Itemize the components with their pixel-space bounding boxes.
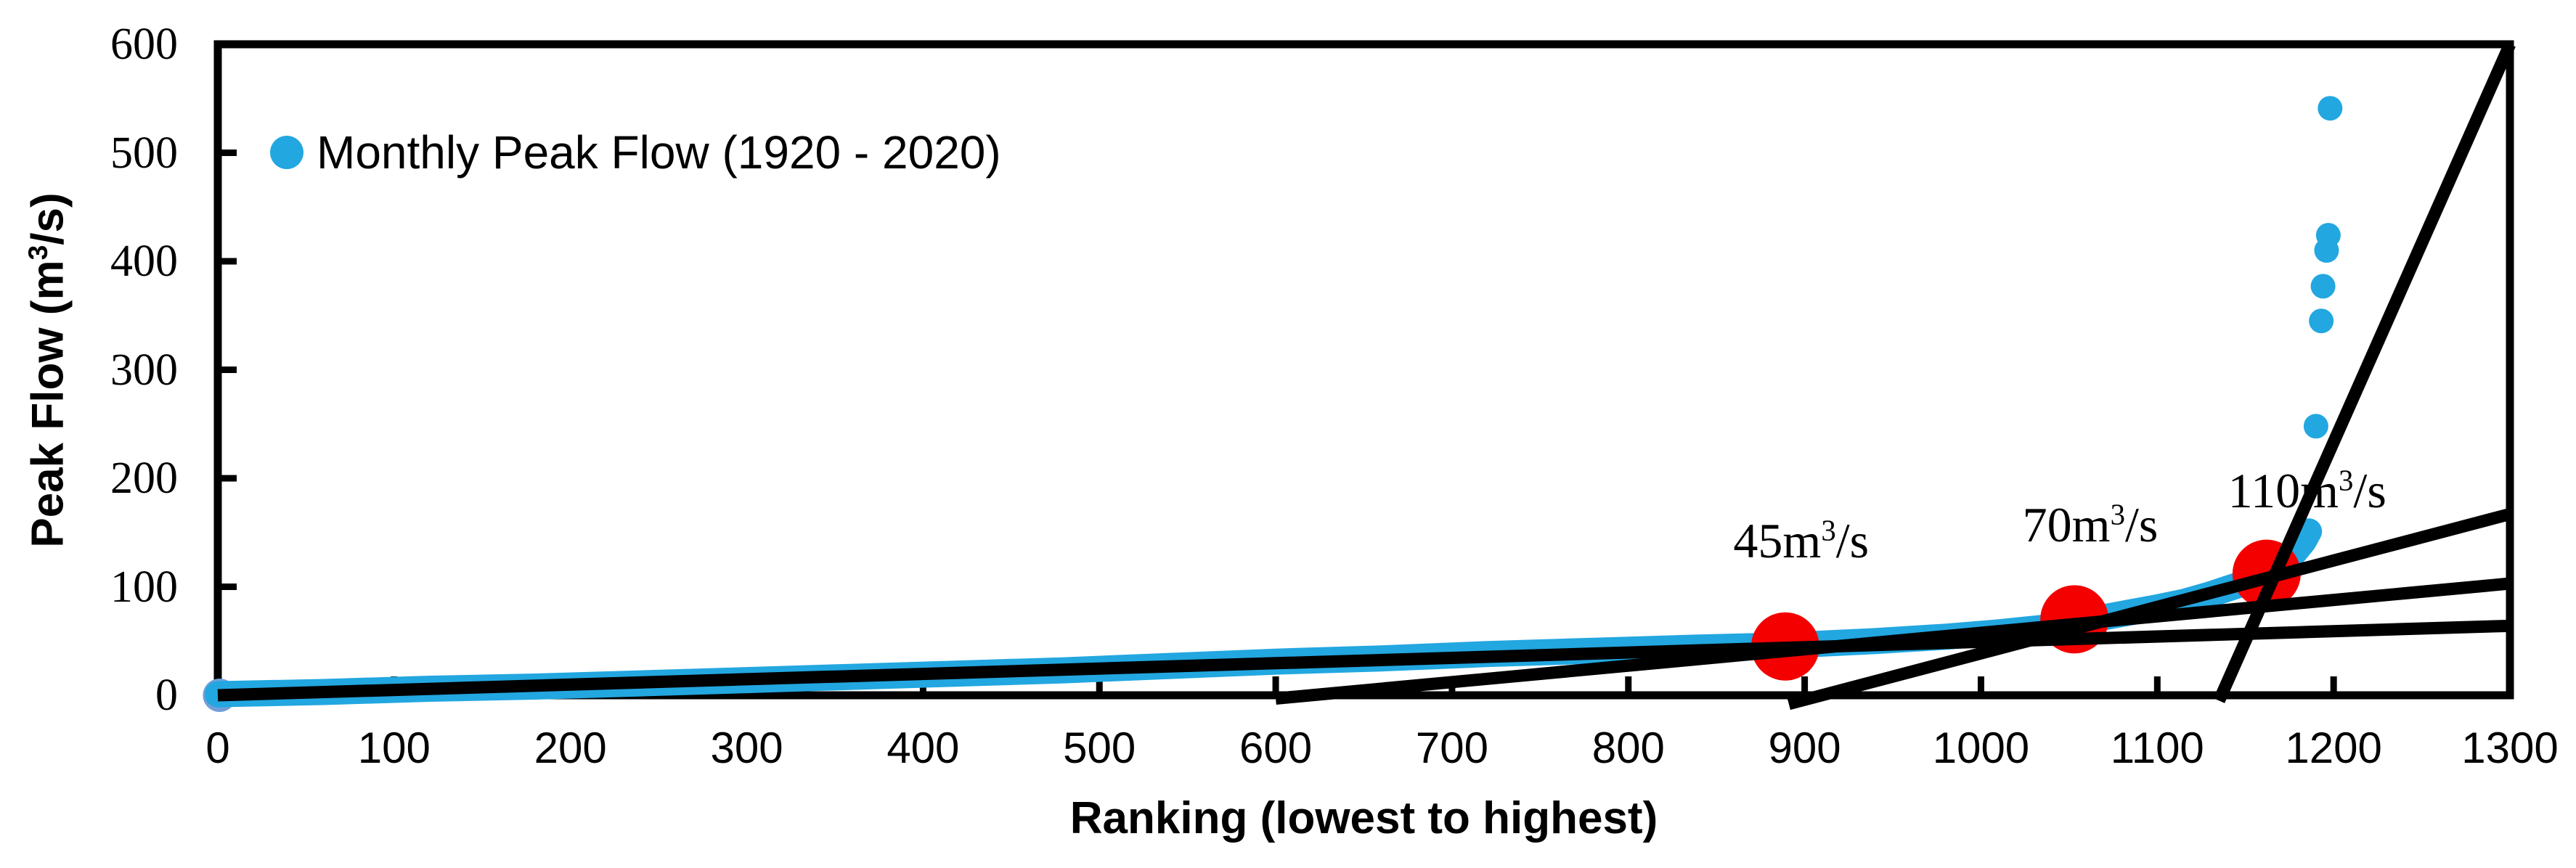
x-tick-label: 900 [1768, 724, 1841, 772]
x-tick-label: 800 [1591, 724, 1665, 772]
y-tick-label: 200 [110, 454, 178, 503]
x-tick-label: 400 [886, 724, 960, 772]
trend-segment-low [217, 619, 2511, 702]
x-tick-label: 0 [205, 724, 230, 772]
x-tick-label: 300 [710, 724, 783, 772]
x-tick-label: 1200 [2285, 724, 2382, 772]
trend-segment-steep [2213, 41, 2516, 703]
x-tick-label: 600 [1239, 724, 1313, 772]
annotation-110-text-end: /s [2353, 463, 2387, 519]
y-axis-title-text: Peak Flow (m [23, 260, 73, 548]
outlier-point [2318, 96, 2343, 121]
outlier-point [2310, 274, 2336, 299]
outlier-point [2315, 223, 2341, 248]
x-tick-label: 1300 [2461, 724, 2559, 772]
outlier-point [2309, 308, 2334, 334]
annotation-45-text-end: /s [1835, 513, 1870, 569]
x-tick-label: 1000 [1932, 724, 2030, 772]
annotation-45-superscript: 3 [1821, 514, 1836, 547]
legend-label: Monthly Peak Flow (1920 - 2020) [317, 126, 1001, 179]
y-tick-label: 400 [110, 237, 178, 286]
x-tick-label: 700 [1415, 724, 1488, 772]
annotation-110-text: 110m [2227, 463, 2339, 519]
x-tick-label: 100 [357, 724, 431, 772]
x-tick-label: 200 [534, 724, 607, 772]
trend-segment-high [1787, 508, 2512, 711]
x-tick-label: 1100 [2110, 724, 2204, 772]
annotation-70: 70m3/s [2023, 497, 2159, 552]
legend: Monthly Peak Flow (1920 - 2020) [270, 123, 1001, 181]
y-tick-label: 0 [155, 671, 178, 720]
annotation-110-superscript: 3 [2339, 464, 2354, 497]
annotation-70-text-end: /s [2124, 496, 2159, 552]
legend-marker-icon [270, 136, 303, 169]
trend-segment-mid [1275, 577, 2511, 705]
y-tick-label: 600 [110, 20, 178, 69]
annotation-110: 110m3/s [2228, 463, 2387, 518]
y-tick-label: 500 [110, 128, 178, 178]
scatter-band-monthly-peak-flow [205, 518, 2323, 708]
annotation-70-superscript: 3 [2110, 498, 2125, 531]
annotation-45-text: 45m [1733, 513, 1822, 569]
y-tick-label: 100 [110, 562, 178, 612]
y-tick-label: 300 [110, 345, 178, 395]
x-tick-label: 500 [1063, 724, 1136, 772]
annotation-45: 45m3/s [1733, 513, 1869, 568]
outlier-point [2303, 414, 2328, 439]
x-axis-title: Ranking (lowest to highest) [1069, 793, 1658, 843]
annotation-70-text: 70m [2022, 496, 2111, 552]
